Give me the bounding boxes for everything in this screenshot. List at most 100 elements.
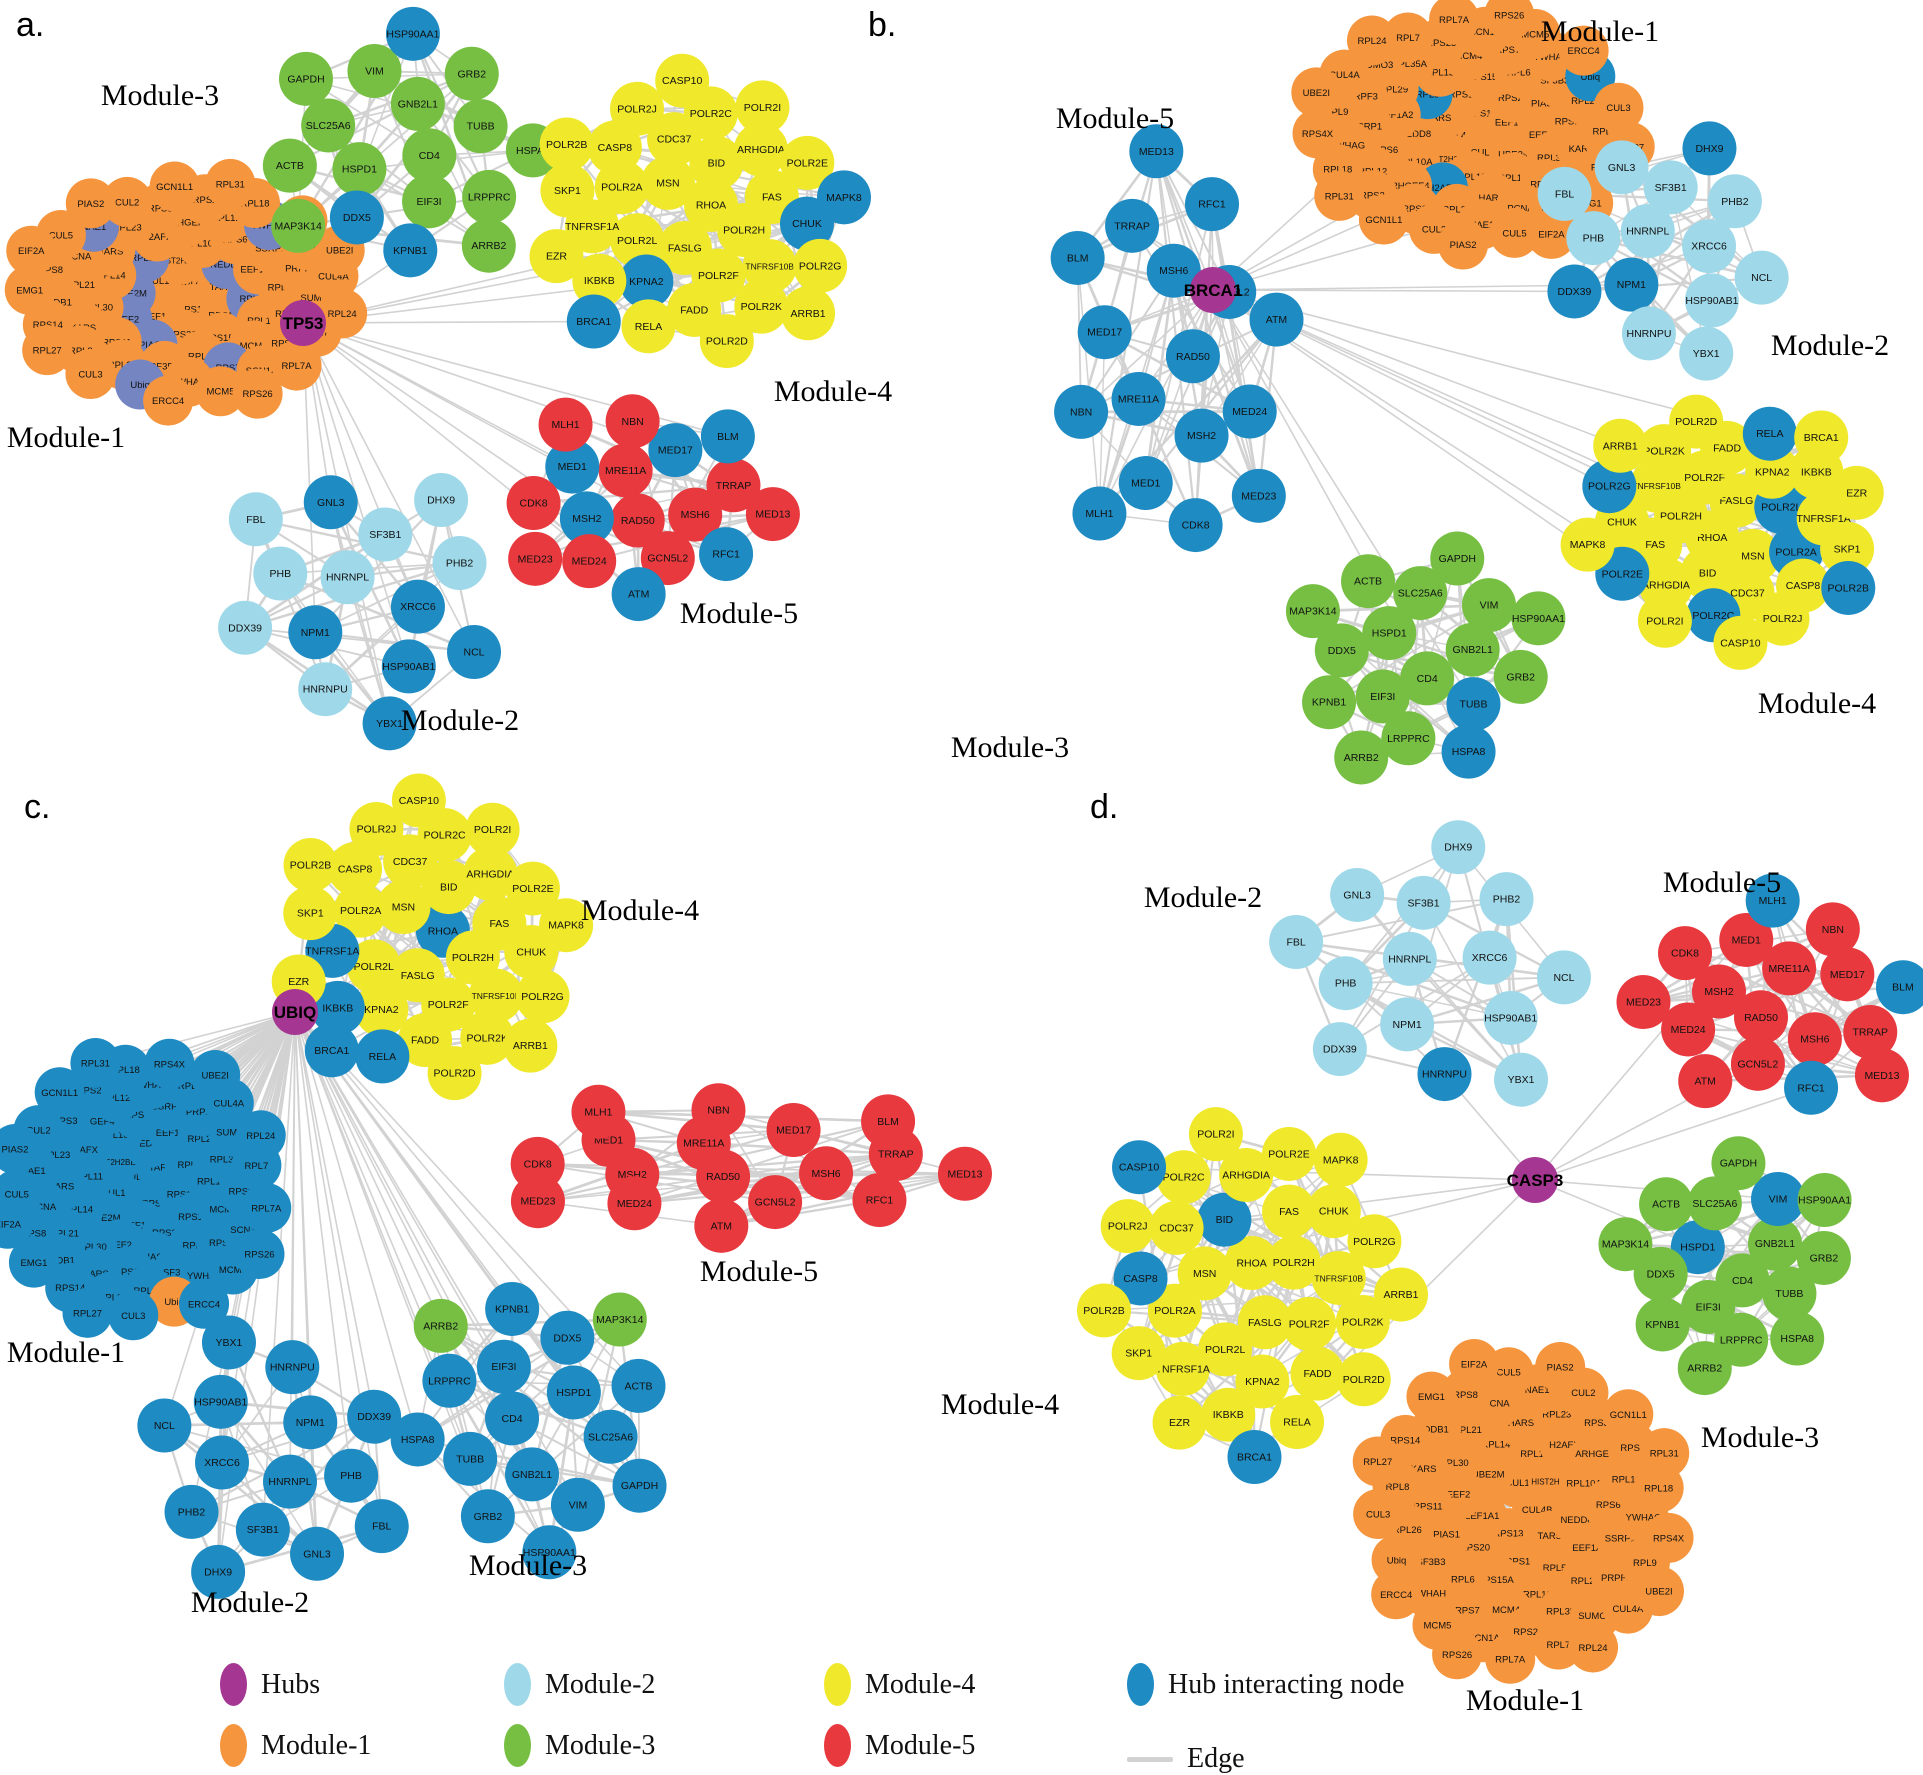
node-label: CUL5 (49, 230, 73, 241)
node-MSN (1177, 1246, 1232, 1301)
node-label: SLC25A6 (306, 120, 351, 132)
node-label: CUL4A (214, 1098, 245, 1109)
node-label: RPL29 (188, 1134, 217, 1145)
node-label: BRCA1 (1237, 1452, 1272, 1464)
node-SLC25A6 (1393, 566, 1448, 621)
node-label: RPL9 (1325, 107, 1349, 118)
node-MED23 (508, 531, 563, 586)
node-SLC25A6 (583, 1409, 638, 1464)
node-MED24 (1222, 384, 1277, 439)
node-label: MLH1 (1085, 508, 1113, 520)
node-label: RPS2 (193, 195, 218, 206)
node-label: EEF1A2 (240, 265, 275, 276)
panel-c-nodes: CUL4B RPS13 CUL1 TARS EEF1A1 HIST2H2BE RPS16 UB… (0, 773, 992, 1599)
node-label: RPS26 (1442, 1650, 1472, 1661)
node-MAPK8 (1313, 1132, 1368, 1187)
node-ACTB (1639, 1177, 1694, 1232)
module-label-d-m3: Module-3 (1701, 1421, 1819, 1454)
node-EIF2A (6, 225, 57, 276)
node-label: MED17 (1830, 969, 1865, 981)
node-label: NCL (1751, 272, 1772, 284)
node-MED1 (1719, 912, 1774, 967)
node-label: HSP90AA1 (523, 1547, 576, 1559)
node-GRB2 (444, 46, 499, 101)
node-MED17 (648, 423, 703, 478)
node-label: MED1 (558, 461, 587, 473)
node-RPL31 (205, 158, 256, 209)
node-label: PHB2 (1493, 894, 1521, 906)
node-label: TARS (1537, 1531, 1562, 1542)
node-NBN (1054, 384, 1109, 439)
node-RPS4X (1643, 1512, 1694, 1563)
node-label: H2AFX (1549, 1440, 1580, 1451)
node-RPL31 (70, 1038, 121, 1089)
edge (1144, 270, 1176, 484)
node-label: Ubiq (1387, 1555, 1407, 1566)
node-label: CUL1 (145, 276, 169, 287)
node-MED17 (1077, 305, 1132, 360)
node-label: NPM1 (296, 1417, 325, 1429)
node-label: POLR2A (1154, 1305, 1195, 1317)
edge (632, 1152, 896, 1176)
panel-a-nodes: CUL4BRPS13CUL1TARSEEF1A1HIST2H2BERPS16UB… (4, 6, 871, 751)
node-POLR2B (1077, 1283, 1132, 1338)
node-label: XRCC6 (204, 1457, 240, 1469)
node-label: RPS2 (1360, 191, 1385, 202)
node-XRCC6 (195, 1435, 250, 1490)
node-label: ARRB1 (513, 1040, 548, 1052)
node-BID (421, 860, 476, 915)
node-label: IKBKB (322, 1002, 353, 1014)
edge (1076, 257, 1101, 514)
node-label: CUL1 (101, 1188, 125, 1199)
node-FBL (228, 492, 283, 547)
node-POLR2J (1100, 1199, 1155, 1254)
node-CDK8 (1658, 926, 1713, 981)
node-label: GNL3 (303, 1548, 331, 1560)
node-label: BRCA1 (314, 1045, 349, 1057)
node-label: RPS15A (204, 333, 241, 344)
node-POLR2K (1335, 1295, 1390, 1350)
node-label: RPL6 (188, 351, 212, 362)
node-MED24 (607, 1176, 662, 1231)
node-label: CD4 (1417, 673, 1438, 685)
node-UBE2I (1633, 1566, 1684, 1617)
node-label: NEDD8 (132, 1138, 164, 1149)
node-RPL27 (1352, 1436, 1403, 1487)
module-label-b-m4: Module-4 (1758, 687, 1876, 720)
node-label: CUL1 (1505, 1478, 1529, 1489)
hub-edge (302, 322, 419, 607)
node-label: RPL5 (1543, 1563, 1567, 1574)
node-BID (689, 136, 744, 191)
node-label: CUL4A (1329, 70, 1360, 81)
edge (1406, 976, 1565, 1026)
node-MED13 (937, 1146, 992, 1201)
node-TNFRSF10B (1311, 1250, 1366, 1305)
node-GCN5L2 (1730, 1036, 1785, 1091)
node-label: EEF1A2 (156, 1128, 191, 1139)
node-label: GCN5L2 (1738, 1058, 1779, 1070)
node-label: TNFRSF1A (305, 945, 359, 957)
node-label: CUL4A (1613, 1604, 1644, 1615)
node-POLR2B (539, 117, 594, 172)
node-label: FASLG (668, 243, 702, 255)
node-label: LRPPRC (428, 1375, 471, 1387)
node-RPL31 (1639, 1428, 1690, 1479)
node-label: H2AFX (67, 1145, 98, 1156)
node-label: RPL24 (246, 1131, 275, 1142)
node-DDX5 (540, 1310, 595, 1365)
node-RPL7A (1485, 1633, 1536, 1684)
node-label: CUL4B (1522, 1505, 1553, 1516)
node-label: MRE11A (1118, 393, 1159, 405)
node-label: HIST2H2BE (1425, 155, 1469, 164)
node-PIAS2 (1535, 1341, 1586, 1392)
node-label: POLR2D (434, 1068, 476, 1080)
node-label: YBX1 (1693, 348, 1720, 360)
node-MED13 (1129, 124, 1184, 179)
node-label: SSRP1 (1351, 121, 1382, 132)
node-CD4 (1400, 651, 1455, 706)
node-label: TNFRSF10B (472, 991, 521, 1001)
node-HNRNPL (1382, 931, 1437, 986)
node-PIAS2 (65, 178, 116, 229)
hub-edge (1144, 289, 1214, 484)
